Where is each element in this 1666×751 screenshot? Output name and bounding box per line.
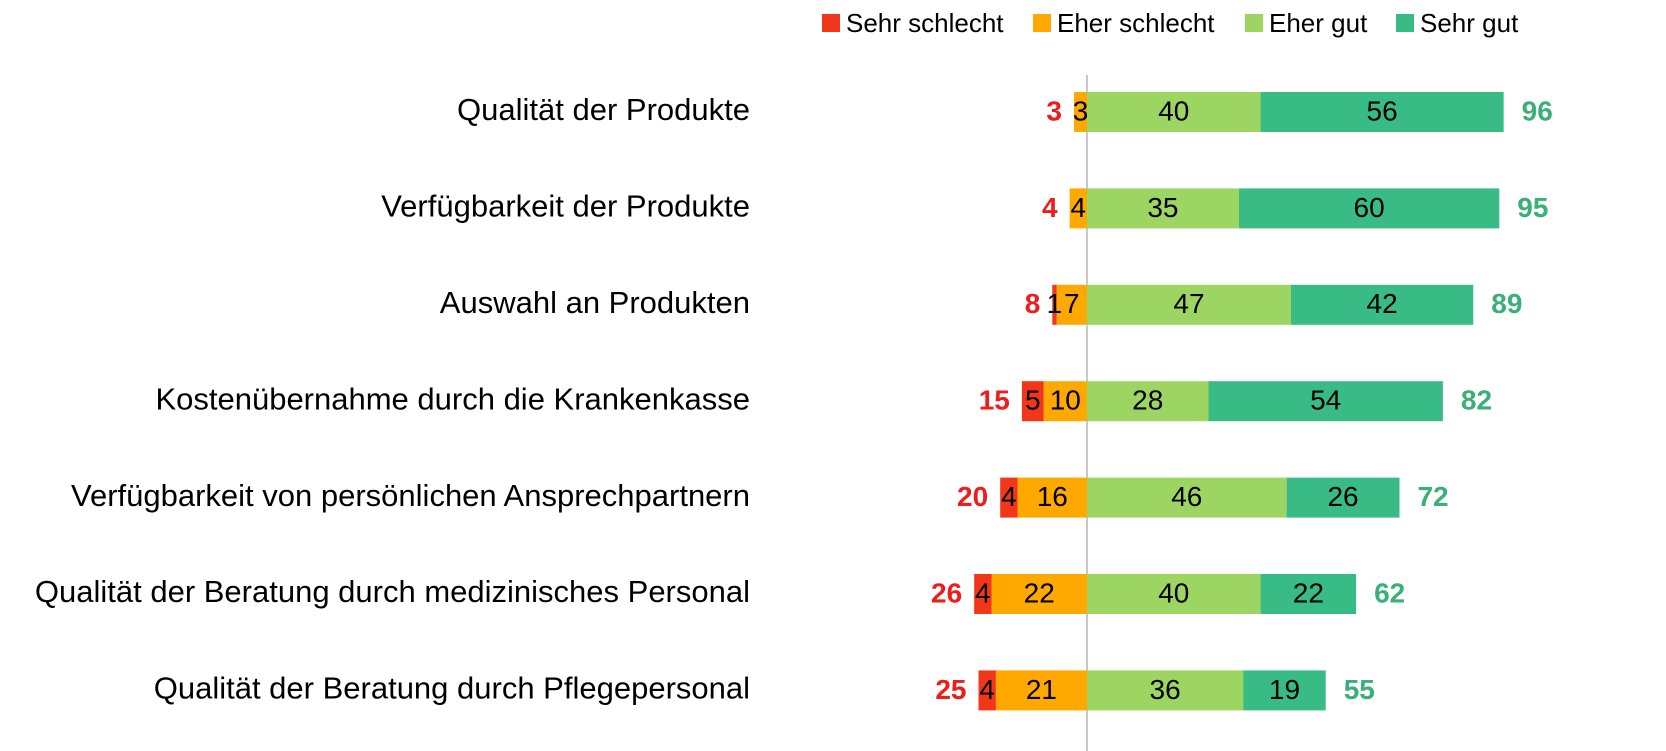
bar-segment [1087, 670, 1244, 711]
segment-label: 40 [1158, 95, 1189, 126]
segment-label: 21 [1026, 674, 1057, 705]
bar-segment [1208, 381, 1443, 422]
segment-label: 19 [1269, 674, 1300, 705]
legend-swatch [1033, 14, 1051, 32]
legend-label: Eher gut [1269, 8, 1368, 38]
negative-total: 26 [931, 577, 962, 608]
segment-label: 54 [1310, 385, 1341, 416]
segment-label: 22 [1024, 577, 1055, 608]
legend-label: Sehr schlecht [846, 8, 1004, 38]
legend-label: Eher schlecht [1057, 8, 1215, 38]
segment-label: 36 [1150, 674, 1181, 705]
bar-segment [1087, 92, 1261, 132]
category-label: Qualität der Beratung durch medizinische… [35, 574, 750, 609]
segment-label: 3 [1073, 95, 1089, 126]
positive-total: 55 [1344, 674, 1375, 705]
segment-label: 4 [975, 577, 991, 608]
bar-segment [991, 574, 1087, 614]
segment-label: 7 [1064, 288, 1080, 319]
bar-segment [1087, 284, 1291, 325]
legend-swatch [1245, 14, 1263, 32]
bar-segment [1260, 92, 1504, 132]
negative-total: 25 [935, 674, 966, 705]
legend-swatch [822, 14, 840, 32]
category-label: Auswahl an Produkten [440, 285, 750, 320]
segment-label: 35 [1147, 192, 1178, 223]
bar-segment [1238, 188, 1500, 229]
bar-segment [1069, 188, 1087, 229]
legend-label: Sehr gut [1420, 8, 1519, 38]
bar-segment [1017, 477, 1087, 518]
bar-segment [974, 574, 992, 614]
category-label: Verfügbarkeit der Produkte [381, 189, 750, 224]
bar-segment [1243, 670, 1326, 711]
bar-segment [995, 670, 1087, 711]
positive-total: 82 [1461, 385, 1492, 416]
category-label: Qualität der Produkte [457, 92, 750, 127]
positive-total: 62 [1374, 577, 1405, 608]
bar-segment [1290, 284, 1474, 325]
bar-segment [1056, 284, 1087, 325]
bar-segment [1286, 477, 1400, 518]
category-label: Kostenübernahme durch die Krankenkasse [155, 381, 750, 416]
segment-label: 60 [1354, 192, 1385, 223]
segment-label: 40 [1158, 577, 1189, 608]
bar-segment [978, 670, 996, 711]
segment-label: 22 [1293, 577, 1324, 608]
category-label: Qualität der Beratung durch Pflegeperson… [154, 671, 750, 706]
bar-segment [1021, 381, 1044, 422]
negative-total: 4 [1042, 192, 1058, 223]
segment-label: 16 [1037, 481, 1068, 512]
segment-label: 10 [1050, 385, 1081, 416]
segment-label: 56 [1367, 95, 1398, 126]
positive-total: 96 [1522, 95, 1553, 126]
negative-total: 3 [1046, 95, 1062, 126]
positive-total: 89 [1491, 288, 1522, 319]
bar-segment [1087, 477, 1287, 518]
category-label: Verfügbarkeit von persönlichen Ansprechp… [71, 478, 750, 513]
negative-total: 20 [957, 481, 988, 512]
segment-label: 4 [1001, 481, 1017, 512]
segment-label: 26 [1327, 481, 1358, 512]
positive-total: 95 [1517, 192, 1548, 223]
segment-label: 46 [1171, 481, 1202, 512]
segment-label: 4 [979, 674, 995, 705]
segment-label: 5 [1025, 385, 1041, 416]
bar-segment [1000, 477, 1018, 518]
segment-label: 42 [1367, 288, 1398, 319]
bar-segment [1052, 284, 1057, 325]
segment-label: 28 [1132, 385, 1163, 416]
bar-segment [1260, 574, 1357, 614]
segment-label: 1 [1047, 288, 1063, 319]
bar-segment [1087, 574, 1261, 614]
segment-label: 4 [1071, 192, 1087, 223]
segment-label: 47 [1173, 288, 1204, 319]
negative-total: 15 [979, 385, 1010, 416]
bar-segment [1087, 381, 1209, 422]
negative-total: 8 [1025, 288, 1041, 319]
positive-total: 72 [1417, 481, 1448, 512]
bar-segment [1043, 381, 1087, 422]
legend-swatch [1396, 14, 1414, 32]
bar-segment [1073, 92, 1087, 132]
bar-segment [1087, 188, 1239, 229]
